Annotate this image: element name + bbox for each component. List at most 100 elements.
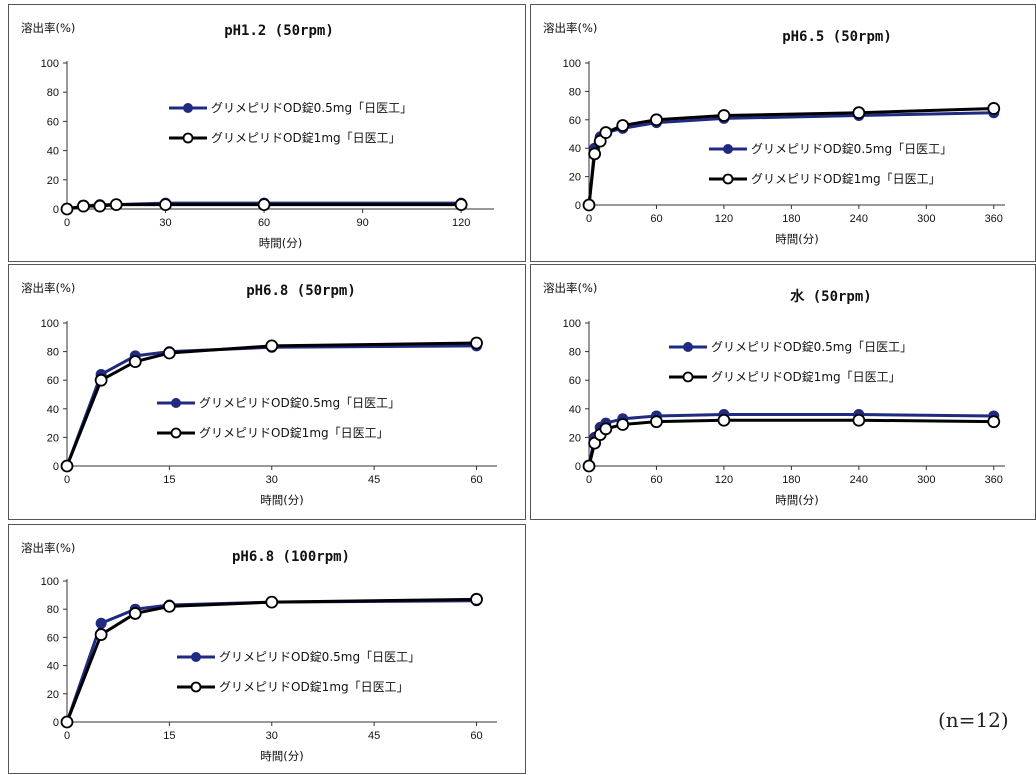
legend-label: グリメピリドOD錠0.5mg「日医工」	[199, 395, 400, 410]
y-axis-label: 溶出率(%)	[543, 281, 597, 295]
legend-marker	[182, 132, 194, 144]
y-tick-label: 40	[47, 661, 59, 673]
data-point	[128, 355, 142, 369]
data-point	[94, 628, 108, 641]
x-tick-label: 360	[985, 213, 1003, 225]
y-tick-label: 80	[47, 347, 59, 359]
chart-svg-water: 水 (50rpm) 溶出率(%) 時間(分) 0 20 40 60 80 100 0 60 120 18…	[543, 281, 1005, 507]
x-tick-label: 30	[159, 217, 171, 229]
chart-panel-ph12: pH1.2 (50rpm) 溶出率(%) 時間(分) 0 20 40 60 80 100 0 30 6…	[8, 4, 526, 262]
y-tick-label: 60	[569, 375, 581, 387]
x-tick-label: 15	[163, 730, 175, 742]
legend-marker	[722, 173, 734, 185]
x-tick-label: 60	[470, 474, 482, 486]
x-axis-label: 時間(分)	[260, 749, 303, 763]
chart-svg-ph12: pH1.2 (50rpm) 溶出率(%) 時間(分) 0 20 40 60 80 100 0 30 6…	[21, 21, 494, 250]
data-point	[852, 106, 866, 120]
x-axis-label: 時間(分)	[259, 236, 302, 250]
data-point	[159, 198, 172, 212]
data-point	[77, 199, 90, 213]
y-tick-label: 100	[41, 318, 59, 330]
x-axis-label: 時間(分)	[775, 493, 818, 507]
data-point	[257, 198, 271, 212]
y-tick-label: 40	[47, 146, 59, 158]
legend-label: グリメピリドOD錠1mg「日医工」	[751, 171, 941, 186]
chart-title: 水 (50rpm)	[790, 288, 871, 305]
chart-title: pH6.5 (50rpm)	[782, 29, 892, 45]
y-tick-label: 100	[41, 58, 59, 70]
series-line	[65, 341, 477, 467]
chart-svg-ph65: pH6.5 (50rpm) 溶出率(%) 時間(分) 0 20 40 60 80 100 0 60 1…	[543, 21, 1005, 246]
y-tick-label: 80	[47, 604, 59, 616]
chart-title: pH1.2 (50rpm)	[224, 23, 334, 39]
data-point	[470, 592, 483, 606]
x-tick-label: 300	[917, 474, 935, 486]
x-tick-label: 240	[850, 213, 868, 225]
chart-svg-ph68-100: pH6.8 (100rpm) 溶出率(%) 時間(分) 0 20 40 60 80 100 0 15…	[21, 541, 497, 763]
chart-panel-ph68-100: pH6.8 (100rpm) 溶出率(%) 時間(分) 0 20 40 60 80 100 0 15…	[8, 524, 526, 774]
chart-title: pH6.8 (50rpm)	[246, 283, 356, 299]
data-point	[616, 119, 630, 132]
y-tick-label: 80	[47, 87, 59, 99]
x-tick-label: 240	[850, 474, 868, 486]
y-tick-label: 40	[47, 404, 59, 416]
data-point	[95, 617, 107, 629]
data-point	[265, 595, 279, 609]
chart-title: pH6.8 (100rpm)	[232, 549, 350, 565]
legend-label: グリメピリドOD錠0.5mg「日医工」	[711, 339, 912, 354]
legend-marker	[171, 398, 181, 408]
legend-marker	[683, 342, 693, 352]
legend-label: グリメピリドOD錠1mg「日医工」	[199, 425, 389, 440]
data-point	[128, 607, 142, 620]
y-tick-label: 80	[569, 347, 581, 359]
data-point	[588, 436, 602, 450]
x-axis-label: 時間(分)	[775, 232, 818, 246]
legend-marker	[682, 371, 694, 383]
y-tick-label: 0	[53, 204, 59, 216]
series-line	[587, 418, 994, 467]
data-point	[582, 459, 596, 473]
y-tick-label: 0	[575, 461, 581, 473]
series-line	[587, 111, 994, 206]
x-tick-label: 60	[470, 730, 482, 742]
x-tick-label: 0	[586, 474, 592, 486]
legend-marker	[170, 427, 182, 439]
x-tick-label: 120	[715, 474, 733, 486]
data-point	[582, 198, 596, 212]
data-point	[265, 339, 279, 353]
x-tick-label: 15	[163, 474, 175, 486]
x-tick-label: 0	[586, 213, 592, 225]
y-tick-label: 60	[47, 116, 59, 128]
x-tick-label: 45	[368, 474, 380, 486]
data-point	[599, 126, 613, 139]
chart-panel-ph65: pH6.5 (50rpm) 溶出率(%) 時間(分) 0 20 40 60 80 100 0 60 1…	[530, 4, 1036, 262]
y-axis-label: 溶出率(%)	[543, 21, 597, 35]
y-tick-label: 20	[569, 432, 581, 444]
x-tick-label: 0	[64, 730, 70, 742]
legend-label: グリメピリドOD錠0.5mg「日医工」	[219, 649, 420, 664]
legend-marker	[190, 681, 202, 693]
data-point	[599, 422, 613, 436]
x-tick-label: 360	[985, 474, 1003, 486]
data-point	[454, 198, 468, 212]
data-point	[987, 415, 1001, 429]
data-point	[60, 459, 74, 473]
x-axis-label: 時間(分)	[260, 493, 303, 507]
x-tick-label: 30	[266, 730, 278, 742]
series-line	[65, 597, 477, 723]
data-point	[109, 198, 123, 212]
legend-label: グリメピリドOD錠1mg「日医工」	[211, 130, 401, 145]
x-tick-label: 30	[266, 474, 278, 486]
y-tick-label: 20	[47, 689, 59, 701]
legend-label: グリメピリドOD錠0.5mg「日医工」	[211, 100, 412, 115]
chart-svg-ph68-50: pH6.8 (50rpm) 溶出率(%) 時間(分) 0 20 40 60 80 100 0 15 3…	[21, 281, 497, 507]
y-tick-label: 40	[569, 404, 581, 416]
x-tick-label: 90	[356, 217, 368, 229]
y-tick-label: 0	[53, 461, 59, 473]
data-point	[94, 373, 108, 387]
data-point	[588, 147, 602, 161]
y-tick-label: 0	[575, 200, 581, 212]
chart-panel-water: 水 (50rpm) 溶出率(%) 時間(分) 0 20 40 60 80 100 0 60 120 18…	[530, 264, 1036, 520]
y-tick-label: 20	[47, 432, 59, 444]
x-tick-label: 120	[452, 217, 470, 229]
